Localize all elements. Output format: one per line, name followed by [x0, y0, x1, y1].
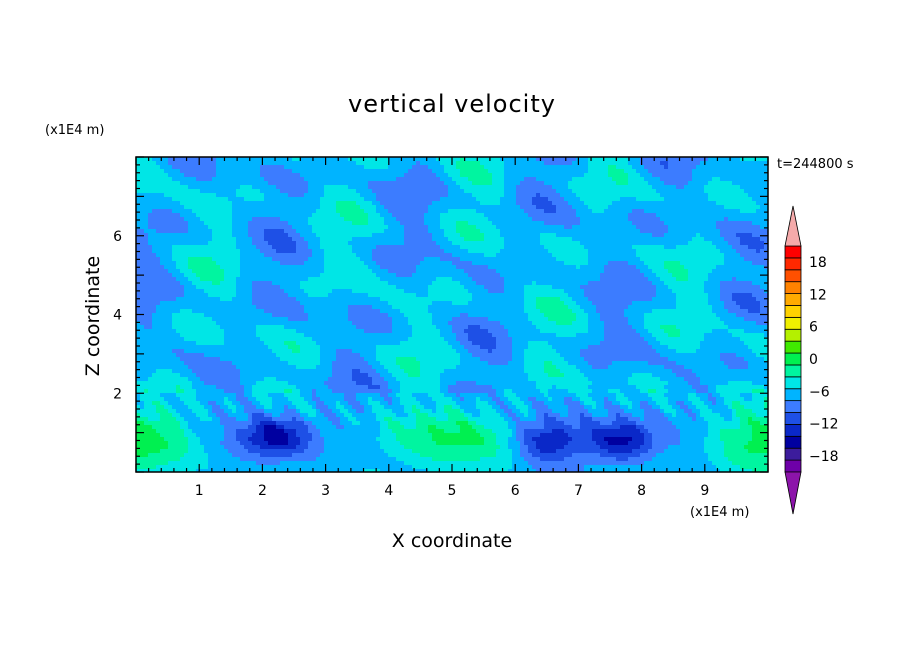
colorbar-segment	[784, 376, 802, 390]
colorbar-tick-label: 0	[809, 352, 818, 368]
colorbar-segment	[784, 293, 802, 306]
colorbar-segment	[784, 388, 802, 402]
time-label: t=244800 s	[777, 157, 854, 172]
x-axis-label: X coordinate	[392, 530, 512, 552]
colorbar-tick-label: −12	[809, 417, 839, 433]
colorbar-segment	[784, 352, 802, 366]
chart-title: vertical velocity	[348, 90, 556, 118]
x-tick-label: 9	[700, 483, 709, 499]
y-tick-label: 4	[113, 308, 122, 324]
colorbar-segment	[784, 435, 802, 449]
x-tick-label: 1	[195, 483, 204, 499]
colorbar-segment	[784, 316, 802, 330]
x-tick-label: 7	[574, 483, 583, 499]
colorbar-tick-label: −6	[809, 384, 830, 400]
colorbar-under-arrow	[784, 471, 802, 515]
colorbar-segment	[784, 459, 802, 473]
colorbar-segment	[784, 447, 802, 461]
colorbar-segment	[784, 412, 802, 425]
heatmap-field	[136, 157, 768, 472]
colorbar-segment	[784, 281, 802, 294]
colorbar-segment	[784, 245, 802, 259]
colorbar-tick-label: −18	[809, 449, 839, 465]
colorbar-tick-label: 6	[809, 320, 818, 336]
colorbar-tick-label: 18	[809, 255, 827, 271]
x-tick-label: 4	[384, 483, 393, 499]
x-tick-label: 2	[258, 483, 267, 499]
colorbar-over-arrow	[784, 205, 802, 247]
colorbar-segment	[784, 424, 802, 437]
colorbar-segment	[784, 340, 802, 354]
colorbar-segment	[784, 400, 802, 413]
x-unit-label: (x1E4 m)	[690, 505, 749, 520]
x-tick-label: 5	[448, 483, 457, 499]
colorbar-segment	[784, 269, 802, 283]
y-tick-label: 2	[113, 386, 122, 402]
colorbar-segment	[784, 257, 802, 271]
x-tick-label: 3	[321, 483, 330, 499]
y-axis-ticks: 2 4 6	[113, 156, 768, 473]
x-axis-ticks: 1 2 3 4 5 6 7 8 9	[135, 157, 769, 499]
y-tick-label: 6	[113, 229, 122, 245]
colorbar: −18 −12 −6 0 6 12 18	[784, 205, 839, 515]
x-tick-label: 8	[637, 483, 646, 499]
colorbar-segment	[784, 328, 802, 342]
y-axis-label: Z coordinate	[82, 256, 104, 376]
y-unit-label: (x1E4 m)	[45, 123, 104, 138]
colorbar-segment	[784, 364, 802, 378]
colorbar-tick-label: 12	[809, 287, 827, 303]
x-tick-label: 6	[511, 483, 520, 499]
colorbar-segment	[784, 305, 802, 318]
